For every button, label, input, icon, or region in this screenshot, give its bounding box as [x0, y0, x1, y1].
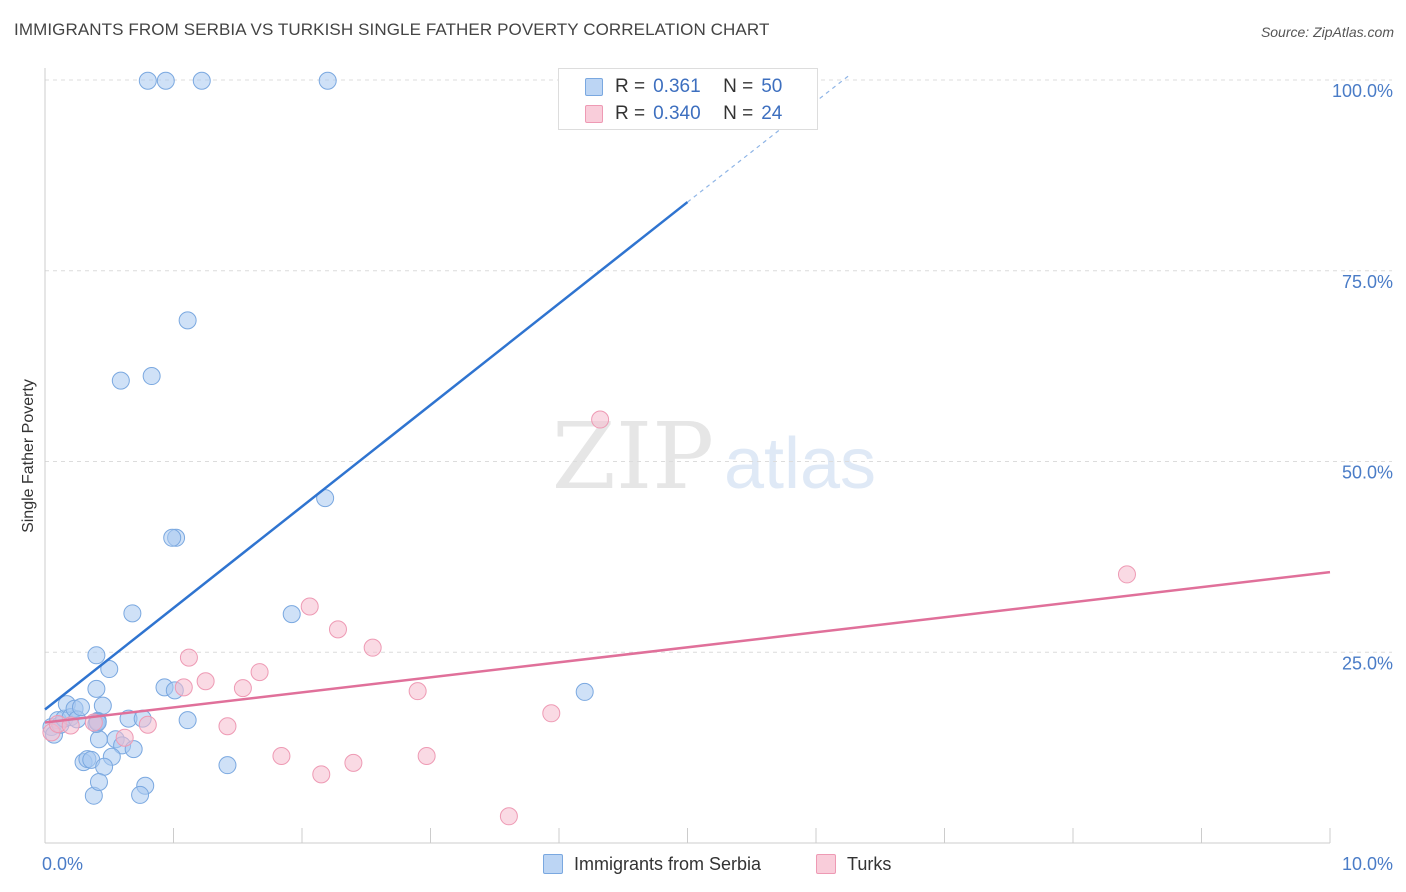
point-serbia [111, 371, 130, 390]
legend-row-turks: R = 0.340 N = 24 [585, 103, 782, 125]
y-tick-label: 75.0% [1342, 272, 1393, 292]
point-turks [196, 672, 215, 691]
point-serbia [95, 757, 114, 776]
point-serbia [142, 367, 161, 386]
point-serbia [123, 604, 142, 623]
point-serbia [131, 785, 150, 804]
point-serbia [87, 679, 106, 698]
bottom-legend-swatch-turks [816, 854, 836, 874]
point-turks [218, 717, 237, 736]
point-turks [312, 765, 331, 784]
watermark-atlas: atlas [724, 424, 876, 504]
grid-lines [45, 79, 1392, 653]
point-serbia [178, 311, 197, 330]
point-serbia [87, 646, 106, 665]
point-serbia [282, 605, 301, 624]
x-tick-label-min: 0.0% [42, 854, 83, 874]
point-turks [417, 747, 436, 766]
point-turks [300, 597, 319, 616]
bottom-legend-label-turks: Turks [847, 853, 892, 874]
point-serbia [138, 71, 157, 90]
series-serbia-points [42, 71, 594, 805]
point-turks [115, 728, 134, 747]
x-tick-label-max: 10.0% [1342, 854, 1393, 874]
chart-title: IMMIGRANTS FROM SERBIA VS TURKISH SINGLE… [14, 20, 770, 39]
point-turks [138, 715, 157, 734]
point-turks [250, 663, 269, 682]
trend-line-serbia-extension [687, 75, 849, 203]
bottom-legend-serbia: Immigrants from Serbia [543, 852, 761, 876]
y-tick-labels: 100.0% 75.0% 50.0% 25.0% [1332, 81, 1393, 673]
point-serbia [100, 660, 119, 679]
point-turks [408, 682, 427, 701]
point-serbia [163, 528, 182, 547]
point-serbia [192, 71, 211, 90]
trend-line-serbia [44, 201, 689, 711]
legend-n-label: N = [723, 76, 754, 97]
point-serbia [89, 730, 108, 749]
point-turks [542, 704, 561, 723]
stats-legend: R = 0.361 N = 50 R = 0.340 N = 24 [558, 68, 818, 130]
watermark: ZIP atlas [552, 403, 876, 510]
y-tick-label: 100.0% [1332, 81, 1393, 101]
point-serbia [178, 711, 197, 730]
series-turks-points [42, 410, 1136, 826]
y-tick-label: 25.0% [1342, 653, 1393, 673]
point-serbia [93, 696, 112, 715]
point-turks [499, 807, 518, 826]
point-turks [61, 716, 80, 735]
legend-row-serbia: R = 0.361 N = 50 [585, 76, 782, 98]
legend-swatch-serbia [585, 78, 603, 96]
legend-r-value: 0.340 [653, 103, 701, 124]
legend-r-value: 0.361 [653, 76, 701, 97]
point-turks [174, 678, 193, 697]
source-label: Source: ZipAtlas.com [1260, 24, 1394, 40]
point-turks [591, 410, 610, 429]
legend-r-label: R = [615, 103, 646, 124]
point-serbia [89, 772, 108, 791]
point-turks [328, 620, 347, 639]
point-turks [344, 753, 363, 772]
point-turks [179, 648, 198, 667]
y-tick-label: 50.0% [1342, 463, 1393, 483]
legend-r-label: R = [615, 76, 646, 97]
point-turks [1117, 565, 1136, 584]
trend-lines [44, 75, 1331, 724]
point-serbia [318, 71, 337, 90]
trend-line-turks [44, 570, 1331, 724]
point-serbia [71, 698, 90, 717]
point-turks [233, 679, 252, 698]
legend-swatch-turks [585, 105, 603, 123]
point-serbia [218, 756, 237, 775]
axes [44, 68, 1331, 844]
watermark-zip: ZIP [552, 403, 714, 510]
point-serbia [156, 71, 175, 90]
bottom-legend-turks: Turks [816, 852, 891, 876]
bottom-legend-swatch-serbia [543, 854, 563, 874]
legend-n-value: 50 [761, 76, 783, 97]
x-tick-labels: 0.0% 10.0% [42, 854, 1393, 874]
bottom-legend-label-serbia: Immigrants from Serbia [574, 853, 762, 874]
legend-n-value: 24 [761, 103, 783, 124]
point-serbia [575, 682, 594, 701]
point-turks [363, 638, 382, 657]
point-turks [272, 747, 291, 766]
legend-n-label: N = [723, 103, 754, 124]
